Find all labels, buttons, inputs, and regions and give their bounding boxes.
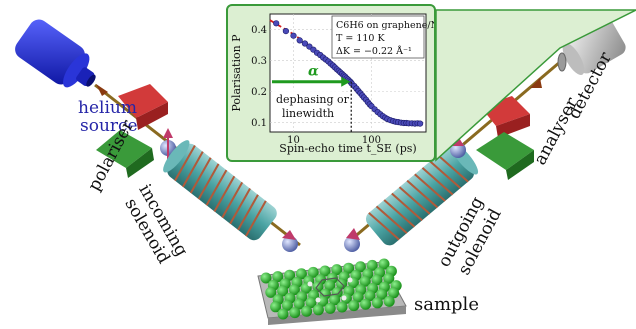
alpha-arrow-head [341, 76, 351, 87]
sample-atom [317, 295, 329, 307]
y-tick-label: 0.4 [251, 25, 267, 36]
data-point [417, 120, 424, 127]
sample-atom [383, 272, 395, 284]
sample-atom [312, 304, 324, 316]
sample-atom [270, 301, 282, 313]
sample-atom [354, 261, 366, 273]
sample-atom [312, 281, 324, 293]
data-point [282, 28, 290, 35]
sample-atom [277, 308, 289, 320]
data-point [306, 43, 313, 50]
sample-atom [288, 284, 300, 296]
sample-atom [364, 290, 376, 302]
polarisation-chart: α 0.10.20.30.410 100 C6H6 on graphene/Ni … [230, 13, 434, 155]
annotation-line-2: T = 110 K [336, 33, 385, 44]
data-point [296, 37, 303, 44]
cutoff-label-line1: dephasing or [276, 93, 350, 106]
cutoff-label-line2: linewidth [282, 107, 334, 120]
sample-atom [324, 302, 336, 314]
incoming-solenoid [163, 140, 277, 241]
sample [257, 258, 407, 325]
sample-atom [272, 271, 284, 283]
sample-atom [301, 305, 313, 317]
x-tick-label: 100 [362, 135, 381, 146]
sample-atom [343, 262, 355, 274]
polariser-magnet [96, 84, 168, 178]
helium-source [15, 19, 96, 88]
y-axis-label: Polarisation P [230, 34, 243, 112]
inset-pointer [435, 9, 636, 162]
sample-atom [336, 301, 348, 313]
data-point [301, 40, 308, 47]
y-tick-label: 0.2 [251, 87, 267, 98]
helium-source-label-line2: source [80, 116, 138, 136]
sample-atom [277, 285, 289, 297]
sample-atom [388, 287, 400, 299]
sample-atom [289, 307, 301, 319]
sample-atom [378, 258, 390, 270]
sample-atom [319, 265, 331, 277]
sample-atom [331, 264, 343, 276]
data-point [273, 20, 280, 27]
sample-label: sample [414, 294, 479, 315]
sample-atom [366, 259, 378, 271]
sample-atom [295, 268, 307, 280]
annotation-line-1: C6H6 on graphene/Ni [336, 20, 434, 31]
annotation-line-3: ΔK = −0.22 Å⁻¹ [336, 45, 412, 57]
data-point [290, 32, 297, 39]
sample-atom [265, 286, 277, 298]
sample-atom [293, 298, 305, 310]
sample-atom [324, 279, 336, 291]
beam-arrow-source [96, 84, 108, 96]
sample-atom [284, 269, 296, 281]
sample-atom [348, 300, 360, 312]
sample-atom [305, 297, 317, 309]
x-axis-label: Spin-echo time t_SE (ps) [279, 142, 416, 155]
spin-ball-2 [282, 236, 298, 252]
sample-atom [359, 275, 371, 287]
helium-source-label-line1: helium [78, 98, 137, 118]
beam-arrow-analyser [530, 78, 542, 88]
sample-atom [376, 288, 388, 300]
sample-atom [383, 295, 395, 307]
alpha-label: α [308, 64, 319, 80]
sample-atom [260, 272, 272, 284]
sample-atom [371, 274, 383, 286]
outgoing-solenoid [365, 142, 479, 246]
detector-aperture [557, 52, 567, 72]
sample-atom [352, 291, 364, 303]
y-tick-label: 0.3 [251, 56, 267, 67]
spin-ball-3 [344, 236, 360, 252]
sample-atom [281, 299, 293, 311]
y-tick-label: 0.1 [251, 118, 267, 129]
sample-atom [371, 297, 383, 309]
sample-atom [307, 266, 319, 278]
sample-atom [360, 298, 372, 310]
sample-atom [329, 294, 341, 306]
polarisation-inset: α 0.1 0.2 0.3 0.4 10 100 C6H6 on graphene/Ni … [226, 4, 436, 162]
x-tick-label: 10 [287, 135, 300, 146]
